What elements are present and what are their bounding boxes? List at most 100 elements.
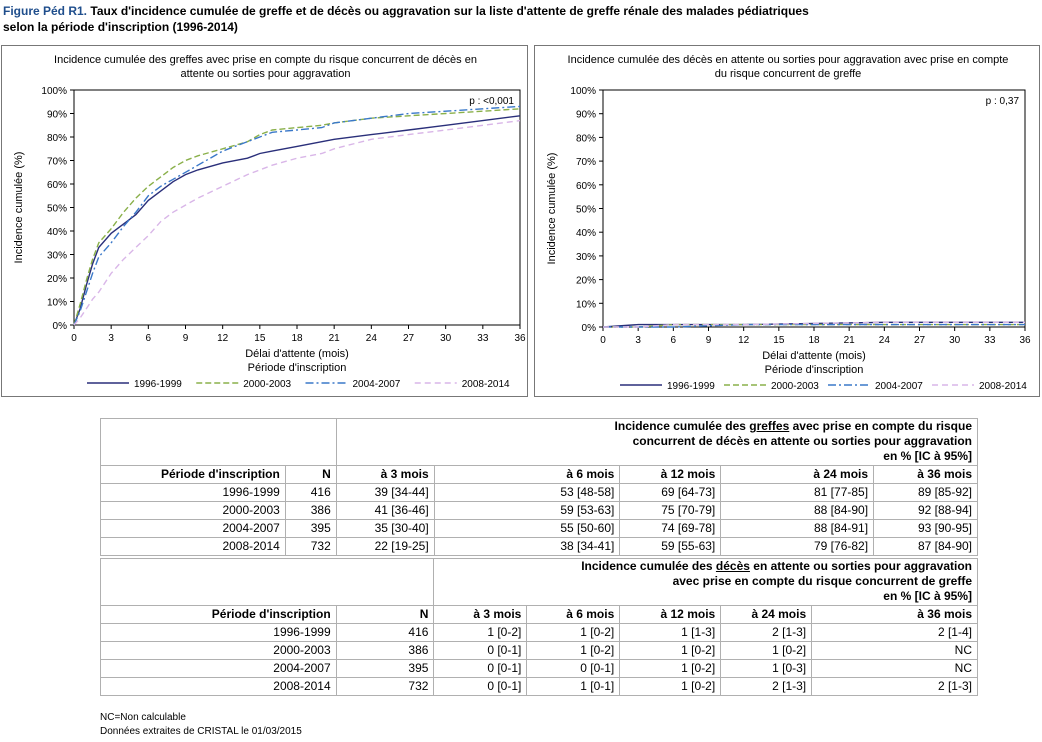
table-cell: 2 [1-3] (811, 677, 978, 696)
series-line-2008-2014 (603, 321, 1025, 328)
series-line-2004-2007 (73, 105, 521, 326)
table-cell: 0 [0-1] (433, 641, 528, 660)
y-tick-label: 60% (576, 181, 596, 192)
p-value-annotation: p : <0,001 (469, 96, 514, 107)
chart-title-line2: du risque concurrent de greffe (715, 68, 862, 80)
table-cell: 59 [53-63] (433, 501, 621, 520)
table-row: 2004-2007 395 0 [0-1] 0 [0-1] 1 [0-2] 1 … (100, 659, 978, 678)
legend-label-2008-2014: 2008-2014 (979, 381, 1027, 392)
x-tick-label: 3 (635, 335, 641, 346)
table-cell: 2008-2014 (100, 677, 337, 696)
column-header: à 3 mois (433, 605, 528, 624)
table-cell: 39 [34-44] (335, 483, 435, 502)
table-cell: 87 [84-90] (873, 537, 978, 556)
table-cell: 2 [1-3] (720, 623, 813, 642)
x-tick-label: 0 (71, 333, 77, 344)
table-row: 1996-1999 416 39 [34-44] 53 [48-58] 69 [… (100, 483, 978, 502)
table-cell: 2008-2014 (100, 537, 286, 556)
table-cell: 1 [0-2] (720, 641, 813, 660)
y-tick-label: 70% (576, 157, 596, 168)
table-cell: 2004-2007 (100, 519, 286, 538)
x-tick-label: 18 (291, 333, 303, 344)
table-cell: 22 [19-25] (335, 537, 435, 556)
footnote-nc: NC=Non calculable (100, 712, 186, 723)
table-row: 2000-2003 386 41 [36-46] 59 [53-63] 75 [… (100, 501, 978, 520)
y-tick-label: 60% (47, 180, 67, 191)
chart-title-line1: Incidence cumulée des greffes avec prise… (54, 54, 477, 66)
x-tick-label: 9 (183, 333, 189, 344)
x-tick-label: 24 (879, 335, 891, 346)
table-cell: 386 (335, 641, 435, 660)
chart-deces: Incidence cumulée des décès en attente o… (546, 54, 1031, 392)
table-cell: 2 [1-4] (811, 623, 978, 642)
table-cell: 1 [0-2] (526, 623, 621, 642)
table-cell: 88 [84-90] (720, 501, 875, 520)
table-row: 2000-2003 386 0 [0-1] 1 [0-2] 1 [0-2] 1 … (100, 641, 978, 660)
table-row: 2008-2014 732 22 [19-25] 38 [34-41] 59 [… (100, 537, 978, 556)
table-cell: 1 [0-3] (720, 659, 813, 678)
y-tick-label: 50% (576, 205, 596, 216)
y-axis-label: Incidence cumulée (%) (546, 153, 558, 265)
table-deces-header-row: Incidence cumulée des décès en attente o… (99, 558, 978, 606)
y-tick-label: 90% (576, 110, 596, 121)
chart-greffes-panel: Incidence cumulée des greffes avec prise… (1, 45, 528, 397)
column-header: à 36 mois (873, 465, 978, 484)
figure-label: Figure Péd R1. (3, 4, 88, 18)
y-tick-label: 100% (570, 86, 596, 97)
table-cell: 55 [50-60] (433, 519, 621, 538)
table-cell: 1996-1999 (100, 623, 337, 642)
series-line-2000-2003 (603, 323, 1025, 328)
column-header: à 12 mois (619, 605, 722, 624)
chart-title-line1: Incidence cumulée des décès en attente o… (568, 54, 1009, 66)
table-row: 1996-1999 416 1 [0-2] 1 [0-2] 1 [1-3] 2 … (100, 623, 978, 642)
x-tick-label: 33 (477, 333, 489, 344)
table-row: 2008-2014 732 0 [0-1] 1 [0-1] 1 [0-2] 2 … (100, 677, 978, 696)
y-tick-label: 40% (47, 227, 67, 238)
y-tick-label: 10% (576, 299, 596, 310)
column-header: N (335, 605, 435, 624)
series-line-2000-2003 (73, 108, 521, 326)
table-cell: 395 (284, 519, 337, 538)
x-tick-label: 15 (773, 335, 785, 346)
y-axis-label: Incidence cumulée (%) (13, 152, 25, 264)
x-tick-label: 24 (366, 333, 378, 344)
x-tick-label: 27 (914, 335, 926, 346)
x-tick-label: 21 (844, 335, 856, 346)
y-tick-label: 80% (576, 133, 596, 144)
table-cell: 732 (335, 677, 435, 696)
series-line-2004-2007 (603, 323, 1025, 328)
table-greffes-column-headers: Période d'inscription N à 3 mois à 6 moi… (100, 465, 978, 484)
y-tick-label: 0% (53, 321, 68, 332)
figure-title-line2: selon la période d'inscription (1996-201… (3, 20, 238, 34)
legend-label-2004-2007: 2004-2007 (353, 379, 401, 390)
x-tick-label: 12 (217, 333, 229, 344)
table-greffes-title: Incidence cumulée des greffes avec prise… (335, 418, 979, 466)
y-tick-label: 100% (41, 86, 67, 97)
legend-label-1996-1999: 1996-1999 (667, 381, 715, 392)
x-tick-label: 18 (808, 335, 820, 346)
table-cell: 1 [0-2] (619, 641, 722, 660)
x-tick-label: 36 (1019, 335, 1031, 346)
column-header: à 3 mois (335, 465, 435, 484)
table-cell: 2000-2003 (100, 501, 286, 520)
table-cell: 1 [0-2] (619, 659, 722, 678)
table-cell: 1 [0-2] (433, 623, 528, 642)
y-tick-label: 50% (47, 204, 67, 215)
table-deces-title: Incidence cumulée des décès en attente o… (433, 558, 978, 606)
chart-greffes: Incidence cumulée des greffes avec prise… (13, 54, 526, 390)
table-cell: 89 [85-92] (873, 483, 978, 502)
footnote-source: Données extraites de CRISTAL le 01/03/20… (100, 726, 302, 737)
table-cell: 0 [0-1] (433, 677, 528, 696)
chart-title-line2: attente ou sorties pour aggravation (180, 68, 350, 80)
legend-title: Période d'inscription (765, 364, 864, 376)
column-header: à 36 mois (811, 605, 978, 624)
y-tick-label: 80% (47, 133, 67, 144)
column-header: à 12 mois (619, 465, 722, 484)
column-header: Période d'inscription (100, 465, 286, 484)
table-greffes: Incidence cumulée des greffes avec prise… (100, 418, 979, 556)
table-cell: 1996-1999 (100, 483, 286, 502)
table-cell: 0 [0-1] (526, 659, 621, 678)
x-tick-label: 0 (600, 335, 606, 346)
chart-deces-panel: Incidence cumulée des décès en attente o… (534, 45, 1040, 397)
column-header: à 24 mois (720, 605, 813, 624)
